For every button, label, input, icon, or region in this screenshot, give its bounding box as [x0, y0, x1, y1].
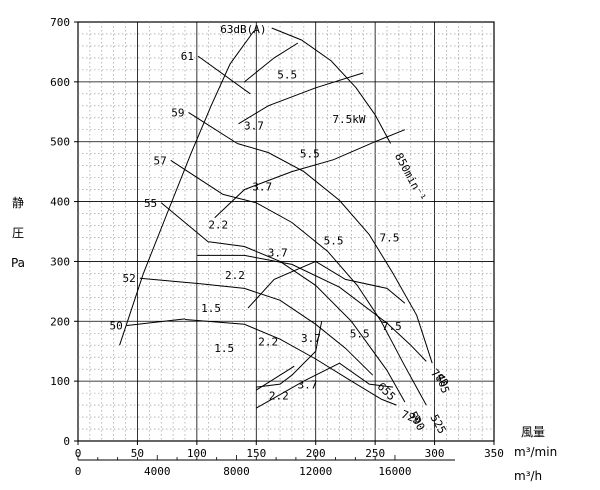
- power-divider-line: [256, 365, 295, 391]
- power-label: 2.2: [258, 336, 278, 349]
- x-tick-label: 100: [187, 447, 207, 460]
- y-axis-title-1: 静: [12, 196, 24, 210]
- db-label: 57: [153, 154, 166, 167]
- y-tick-label: 600: [50, 76, 70, 89]
- db-label: 61: [181, 50, 194, 63]
- power-label: 7.5: [379, 231, 399, 244]
- x-tick-label: 200: [306, 447, 326, 460]
- y-tick-label: 300: [50, 255, 70, 268]
- curves: [119, 27, 433, 409]
- power-label: 2.2: [269, 390, 289, 403]
- x2-tick-label: 4000: [144, 465, 171, 478]
- power-label: 3.7: [301, 332, 321, 345]
- x-tick-label: 150: [246, 447, 266, 460]
- power-divider-line: [214, 129, 406, 219]
- power-label: 1.5: [201, 302, 221, 315]
- x2-tick-label: 0: [75, 465, 82, 478]
- power-label: 5.5: [350, 327, 370, 340]
- y-tick-label: 0: [63, 435, 70, 448]
- x-tick-label: 350: [484, 447, 504, 460]
- rpm-label: 465: [433, 372, 451, 395]
- x-tick-label: 50: [131, 447, 144, 460]
- x2-tick-label: 8000: [223, 465, 250, 478]
- x-tick-label: 0: [75, 447, 82, 460]
- db-curve: [188, 111, 238, 144]
- x-axis-unit-min: m³/min: [514, 445, 557, 459]
- y-tick-label: 700: [50, 16, 70, 29]
- db-label: 63dB(A): [220, 23, 266, 36]
- power-divider-line: [244, 42, 299, 83]
- power-label: 3.7: [268, 246, 288, 259]
- db-curve: [197, 55, 251, 95]
- power-label: 3.7: [252, 181, 272, 194]
- db-label: 59: [171, 106, 184, 119]
- power-divider-line: [238, 72, 364, 125]
- boundary-left-line: [119, 30, 255, 346]
- y-axis-title-2: 圧: [12, 226, 24, 240]
- power-label: 3.7: [244, 120, 264, 133]
- rpm-curve: [184, 319, 397, 406]
- db-curve: [160, 202, 210, 243]
- rpm-curve: [208, 241, 406, 403]
- power-label: 7.5: [382, 320, 402, 333]
- power-label: 5.5: [300, 148, 320, 161]
- x-axis-unit-h: m³/h: [514, 469, 542, 483]
- db-label: 50: [109, 319, 122, 332]
- y-tick-label: 400: [50, 196, 70, 209]
- x-tick-label: 250: [365, 447, 385, 460]
- x-tick-label: 300: [425, 447, 445, 460]
- db-label: 55: [144, 197, 157, 210]
- power-divider-line: [256, 362, 394, 409]
- db-curve: [170, 159, 224, 195]
- boundary-bottom-line: [256, 321, 323, 388]
- db-curve: [126, 318, 186, 326]
- x2-tick-label: 12000: [299, 465, 332, 478]
- x-axis-title: 風量: [521, 425, 545, 439]
- power-label: 5.5: [324, 234, 344, 247]
- power-label: 5.5: [277, 69, 297, 82]
- rpm-curve: [199, 283, 374, 376]
- rpm-curve: [237, 143, 433, 364]
- power-label: 3.7: [297, 379, 317, 392]
- y-tick-label: 500: [50, 136, 70, 149]
- db-curve: [139, 277, 200, 285]
- power-label: 2.2: [208, 218, 228, 231]
- power-label: 7.5kW: [332, 113, 365, 126]
- y-tick-label: 200: [50, 315, 70, 328]
- power-divider-line: [247, 260, 406, 309]
- power-label: 1.5: [214, 342, 234, 355]
- db-label: 52: [123, 272, 136, 285]
- power-label: 2.2: [225, 269, 245, 282]
- y-axis-title-3: Pa: [11, 256, 25, 270]
- x2-tick-label: 16000: [378, 465, 411, 478]
- rpm-curve: [222, 193, 427, 406]
- rpm-curve: [196, 254, 427, 362]
- y-tick-label: 100: [50, 375, 70, 388]
- rpm-curve: [271, 27, 392, 144]
